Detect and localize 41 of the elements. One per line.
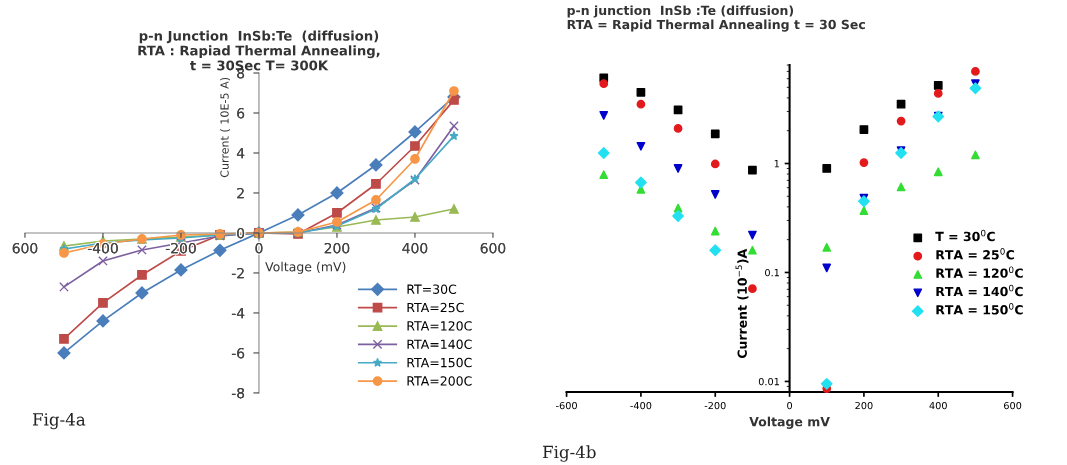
y-tick-label: 0.01 [758, 377, 779, 386]
legend-label: RTA = 120$^{0}$C [936, 266, 1023, 278]
y-tick-label: -4 [231, 308, 245, 319]
y-axis-title: Current (10$^{−5}$)A [735, 248, 749, 359]
y-tick-label: -6 [231, 347, 245, 359]
legend-label: RTA=25C [407, 302, 464, 313]
legend-label: RTA=200C [407, 376, 472, 386]
x-tick-label: 600 [12, 242, 38, 254]
legend-label: RTA = 140$^{0}$C [936, 284, 1023, 297]
legend-label: RTA=120C [407, 321, 472, 331]
x-tick-label: 400 [929, 401, 947, 410]
x-tick-label: 200 [855, 401, 873, 410]
x-tick-label: 200 [324, 242, 350, 254]
y-tick-label: 1 [774, 160, 779, 168]
legend-label: RTA = 150$^{0}$C [936, 303, 1023, 315]
legend-label: RTA=150C [407, 357, 472, 368]
x-tick-label: -200 [704, 401, 726, 410]
chart-title: p-n junction InSb :Te (diffusion) RTA = Rapid Thermal Annealing t = 30 Sec [567, 5, 865, 32]
legend-label: RTA = 25$^{0}$C [936, 248, 1015, 260]
y-tick-label: 4 [236, 148, 245, 159]
x-tick-label: -400 [630, 401, 652, 410]
text: Fig-4a [32, 413, 86, 430]
x-axis-title: Voltage mV [749, 416, 830, 429]
x-tick-label: -400 [87, 242, 118, 254]
x-tick-label: 0 [255, 242, 263, 254]
text: Fig-4b [542, 445, 596, 462]
y-tick-label: -8 [231, 387, 245, 399]
x-tick-label: 600 [1003, 401, 1022, 410]
x-tick-label: -600 [556, 401, 577, 410]
y-tick-label: 0.1 [765, 268, 779, 277]
legend-label: RT=30C [407, 284, 457, 294]
legend-label: RTA=140C [407, 339, 472, 349]
x-axis-title: Voltage (mV) [265, 261, 346, 274]
x-tick-label: 600 [480, 242, 506, 254]
y-tick-label: 6 [237, 107, 245, 119]
legend-label: T = 30$^{0}$C [935, 229, 995, 242]
x-tick-label: 0 [787, 401, 793, 410]
y-tick-label: -2 [231, 267, 244, 279]
x-tick-label: 400 [402, 242, 428, 254]
y-tick-label: 2 [237, 187, 244, 199]
y-axis-title: Current ( 10E-5 A) [220, 77, 231, 178]
